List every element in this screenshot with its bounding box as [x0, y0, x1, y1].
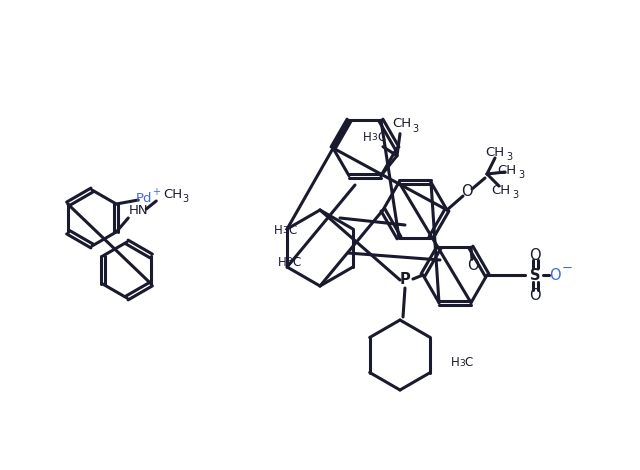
Text: C: C — [377, 131, 385, 144]
Text: C: C — [288, 224, 296, 236]
Text: CH: CH — [164, 188, 183, 201]
Text: H: H — [274, 224, 282, 236]
Text: 3: 3 — [506, 152, 512, 162]
Text: O: O — [461, 185, 473, 199]
Text: 3: 3 — [412, 124, 418, 133]
Text: HN: HN — [129, 204, 148, 217]
Text: S: S — [530, 267, 540, 282]
Text: 3: 3 — [371, 133, 377, 142]
Text: C: C — [292, 256, 300, 268]
Text: O: O — [529, 288, 541, 303]
Text: O: O — [549, 267, 561, 282]
Text: CH: CH — [392, 117, 412, 130]
Text: O: O — [467, 258, 479, 273]
Text: 3: 3 — [459, 359, 465, 368]
Text: Pd: Pd — [136, 193, 152, 205]
Text: CH: CH — [485, 146, 504, 158]
Text: 3: 3 — [282, 226, 288, 235]
Text: CH: CH — [492, 183, 511, 196]
Text: +: + — [152, 187, 160, 197]
Text: H: H — [451, 357, 460, 369]
Text: O: O — [529, 248, 541, 263]
Text: −: − — [561, 261, 573, 274]
Text: 3: 3 — [518, 170, 524, 180]
Text: 3: 3 — [182, 194, 188, 204]
Text: 3: 3 — [512, 190, 518, 200]
Text: H: H — [278, 256, 286, 268]
Text: H: H — [363, 131, 371, 144]
Text: C: C — [464, 357, 472, 369]
Text: CH: CH — [497, 164, 516, 177]
Text: 3: 3 — [286, 258, 292, 266]
Text: P: P — [399, 273, 410, 288]
